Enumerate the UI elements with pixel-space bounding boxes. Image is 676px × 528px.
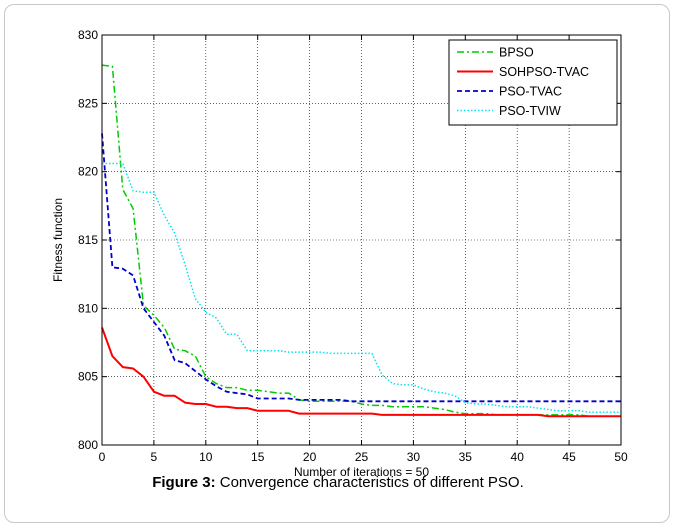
y-tick-label: 810 — [78, 301, 98, 315]
series-line-sohpso-tvac — [101, 327, 621, 418]
x-tick-label: 5 — [151, 450, 158, 464]
x-tick-label: 0 — [99, 450, 106, 464]
series-line-pso-tviw — [102, 162, 621, 413]
series-line-bpso — [101, 64, 621, 418]
x-tick-label: 40 — [511, 450, 525, 464]
x-tick-label: 25 — [355, 450, 369, 464]
caption-label: Figure 3: — [152, 474, 216, 491]
series-line-pso-tvac — [101, 133, 621, 403]
y-tick-label: 800 — [78, 438, 98, 452]
legend: BPSO SOHPSO-TVAC PSO-TVAC PSO-TVIW — [448, 39, 618, 126]
x-tick-label: 50 — [614, 450, 628, 464]
tick-layer: 0 5 10 15 20 25 30 35 40 45 50 800 805 810 815 820 825 83… — [78, 28, 628, 464]
y-tick-label: 815 — [78, 233, 98, 247]
x-tick-label: 15 — [251, 450, 265, 464]
legend-label-pso-tvac: PSO-TVAC — [499, 85, 562, 99]
caption-text: Convergence characteristics of different… — [215, 474, 524, 491]
legend-label-pso-tviw: PSO-TVIW — [499, 104, 561, 118]
y-axis-label: Fitness function — [51, 198, 65, 282]
x-tick-label: 35 — [459, 450, 473, 464]
x-tick-label: 20 — [303, 450, 317, 464]
y-tick-label: 820 — [78, 165, 98, 179]
series-layer — [101, 64, 621, 418]
x-tick-label: 45 — [562, 450, 576, 464]
y-tick-label: 825 — [78, 96, 98, 110]
y-tick-label: 830 — [78, 28, 98, 42]
y-tick-label: 805 — [78, 370, 98, 384]
x-tick-label: 30 — [407, 450, 421, 464]
figure-caption: Figure 3: Convergence characteristics of… — [0, 474, 676, 491]
legend-label-sohpso-tvac: SOHPSO-TVAC — [499, 65, 589, 79]
x-axis-label: Number of iterations = 50 — [294, 465, 429, 479]
legend-box — [448, 39, 618, 126]
x-tick-label: 10 — [199, 450, 213, 464]
legend-label-bpso: BPSO — [499, 46, 534, 60]
